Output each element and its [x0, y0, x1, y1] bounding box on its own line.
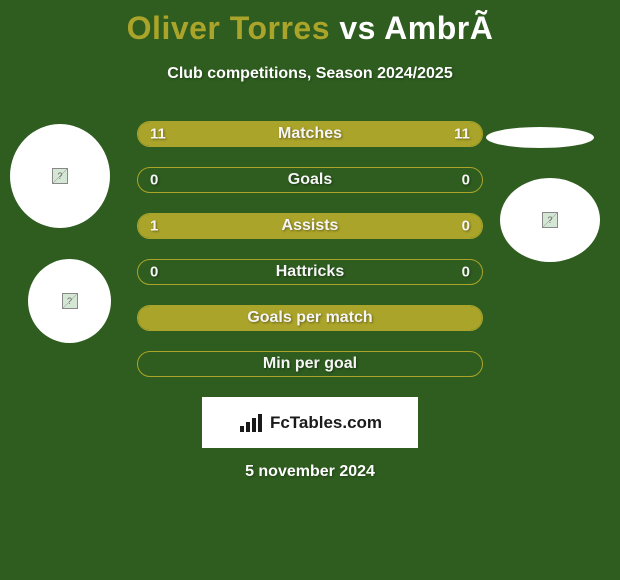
stat-value-left: 0	[150, 264, 158, 281]
stat-bar: Assists1 0	[137, 213, 483, 239]
stat-value-left: 0	[150, 172, 158, 189]
stat-label: Matches	[138, 125, 482, 143]
stat-value-right: 0	[462, 172, 470, 189]
decor-circle-1: ?	[10, 124, 110, 228]
chart-icon	[238, 412, 264, 434]
vs-separator: vs	[339, 10, 376, 46]
comparison-title: Oliver Torres vs AmbrÃ	[0, 0, 620, 47]
stat-value-left: 11	[150, 126, 166, 143]
subtitle: Club competitions, Season 2024/2025	[0, 65, 620, 83]
stat-label: Goals	[138, 171, 482, 189]
placeholder-icon: ?	[542, 212, 558, 228]
player1-name: Oliver Torres	[127, 10, 330, 46]
logo: FcTables.com	[238, 412, 382, 434]
stats-bars: Matches1111Goals00Assists10Hattricks00Go…	[137, 121, 483, 377]
stat-bar: Hattricks0 0	[137, 259, 483, 285]
stat-bar: Goals0 0	[137, 167, 483, 193]
stat-value-right: 0	[462, 218, 470, 235]
stat-value-left: 1	[150, 218, 158, 235]
stat-bar: Goals per match	[137, 305, 483, 331]
decor-circle-3: ?	[500, 178, 600, 262]
placeholder-icon: ?	[52, 168, 68, 184]
stat-label: Min per goal	[138, 355, 482, 373]
stat-label: Hattricks	[138, 263, 482, 281]
date: 5 november 2024	[0, 463, 620, 481]
decor-ellipse	[486, 127, 594, 148]
placeholder-icon: ?	[62, 293, 78, 309]
stat-bar: Matches11 11	[137, 121, 483, 147]
player2-name: AmbrÃ	[384, 10, 493, 46]
stat-value-right: 0	[462, 264, 470, 281]
stat-bar: Min per goal	[137, 351, 483, 377]
logo-box: FcTables.com	[202, 397, 418, 448]
stat-label: Assists	[138, 217, 482, 235]
logo-text: FcTables.com	[270, 413, 382, 433]
decor-circle-2: ?	[28, 259, 111, 343]
stat-label: Goals per match	[138, 309, 482, 327]
stat-value-right: 11	[454, 126, 470, 143]
